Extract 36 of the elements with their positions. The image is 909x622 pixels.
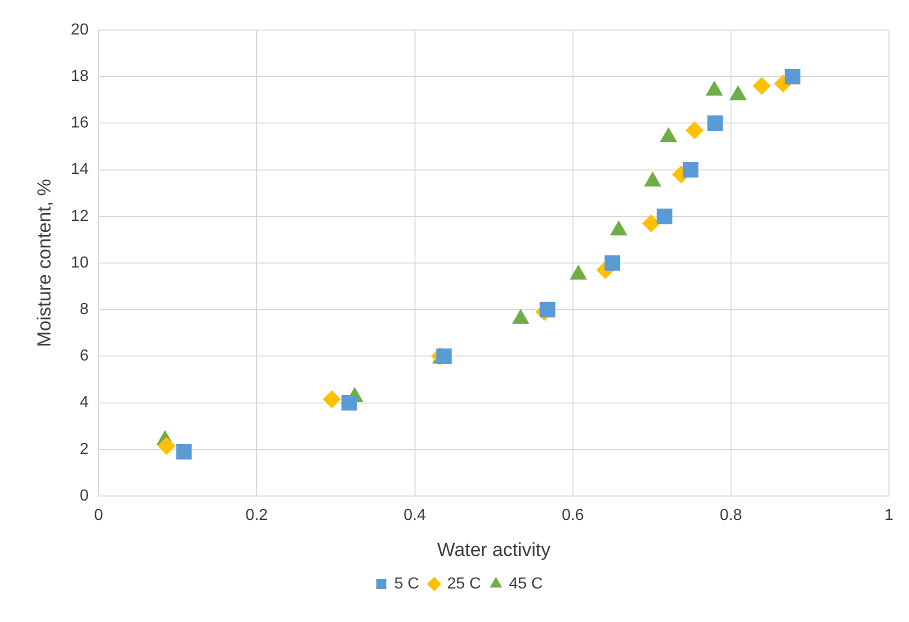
y-tick-label: 2 xyxy=(80,440,89,458)
point xyxy=(540,302,556,318)
y-tick-label: 4 xyxy=(80,394,89,412)
point xyxy=(341,395,357,411)
x-tick-label: 1 xyxy=(884,507,894,524)
y-tick-label: 14 xyxy=(70,161,89,178)
y-tick-label: 0 xyxy=(80,487,89,504)
y-axis-title: Moisture content, % xyxy=(34,178,56,347)
legend-label: 45 C xyxy=(508,575,543,592)
x-tick-label: 0.4 xyxy=(404,507,426,524)
point xyxy=(158,436,176,455)
x-tick-label: 0.8 xyxy=(720,507,742,524)
point xyxy=(176,444,192,460)
x-tick-label: 0.2 xyxy=(246,507,268,524)
x-tick-label: 0.6 xyxy=(562,507,584,524)
y-tick-label: 8 xyxy=(80,301,89,318)
point xyxy=(682,162,698,178)
y-tick-label: 6 xyxy=(80,348,89,365)
point xyxy=(752,76,771,95)
legend-label: 25 C xyxy=(447,575,481,592)
point xyxy=(436,348,452,364)
y-tick-label: 10 xyxy=(70,254,89,272)
y-tick-label: 18 xyxy=(70,68,89,86)
x-tick-label: 0 xyxy=(94,507,104,524)
point xyxy=(784,68,800,84)
point xyxy=(686,121,704,140)
point xyxy=(322,390,341,408)
y-tick-label: 16 xyxy=(70,114,89,132)
point xyxy=(707,115,723,131)
y-tick-label: 20 xyxy=(70,21,89,38)
y-tick-label: 12 xyxy=(70,208,89,225)
point xyxy=(656,208,672,224)
point xyxy=(642,214,660,232)
x-axis-title: Water activity xyxy=(437,540,551,561)
point xyxy=(604,255,620,271)
legend-label: 5 C xyxy=(394,575,420,592)
